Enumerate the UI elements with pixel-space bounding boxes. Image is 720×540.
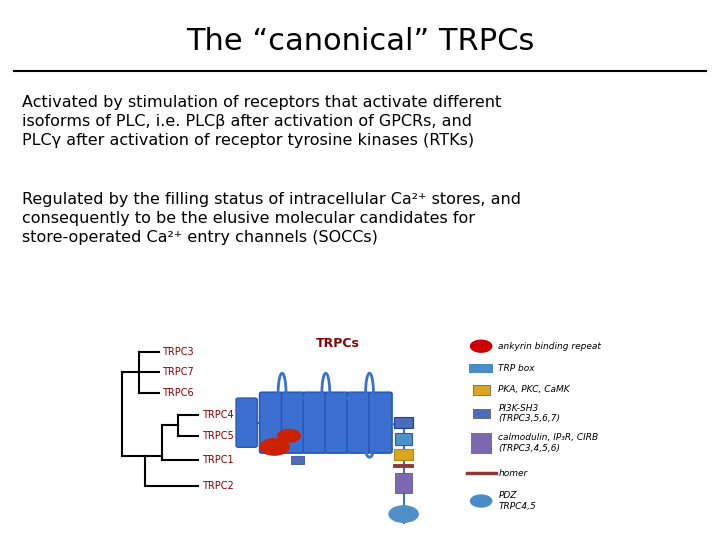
FancyBboxPatch shape	[347, 392, 370, 453]
Text: TRPC7: TRPC7	[162, 367, 194, 377]
Text: PI3K-SH3
(TRPC3,5,6,7): PI3K-SH3 (TRPC3,5,6,7)	[498, 403, 560, 423]
Text: The “canonical” TRPCs: The “canonical” TRPCs	[186, 26, 534, 56]
FancyBboxPatch shape	[282, 392, 305, 453]
Text: TRPC5: TRPC5	[202, 431, 233, 441]
Text: TRPC6: TRPC6	[162, 388, 194, 398]
FancyBboxPatch shape	[395, 473, 413, 494]
Text: ankyrin binding repeat: ankyrin binding repeat	[498, 342, 601, 350]
FancyBboxPatch shape	[469, 364, 493, 374]
Text: PDZ
TRPC4,5: PDZ TRPC4,5	[498, 491, 536, 511]
FancyBboxPatch shape	[369, 392, 392, 453]
Text: Regulated by the filling status of intracellular Ca²⁺ stores, and
consequently t: Regulated by the filling status of intra…	[22, 192, 521, 245]
Circle shape	[389, 506, 418, 522]
FancyBboxPatch shape	[260, 392, 283, 453]
Circle shape	[278, 429, 300, 442]
Text: TRPC3: TRPC3	[162, 347, 194, 357]
FancyBboxPatch shape	[325, 392, 348, 453]
Text: TRP box: TRP box	[498, 364, 535, 373]
Circle shape	[471, 340, 492, 352]
FancyBboxPatch shape	[471, 433, 492, 454]
Circle shape	[471, 495, 492, 507]
Text: calmodulin, IP₃R, CIRB
(TRPC3,4,5,6): calmodulin, IP₃R, CIRB (TRPC3,4,5,6)	[498, 434, 598, 453]
Text: TRPC4: TRPC4	[202, 410, 233, 420]
Text: TRPC2: TRPC2	[202, 481, 233, 491]
Text: PKA, PKC, CaMK: PKA, PKC, CaMK	[498, 386, 570, 394]
FancyBboxPatch shape	[395, 434, 413, 445]
FancyBboxPatch shape	[236, 398, 257, 447]
FancyBboxPatch shape	[303, 392, 326, 453]
Text: TRPC1: TRPC1	[202, 455, 233, 465]
Text: Activated by stimulation of receptors that activate different
isoforms of PLC, i: Activated by stimulation of receptors th…	[22, 94, 501, 148]
Text: homer: homer	[498, 469, 528, 477]
Text: TRPCs: TRPCs	[315, 337, 359, 350]
Circle shape	[260, 438, 289, 455]
